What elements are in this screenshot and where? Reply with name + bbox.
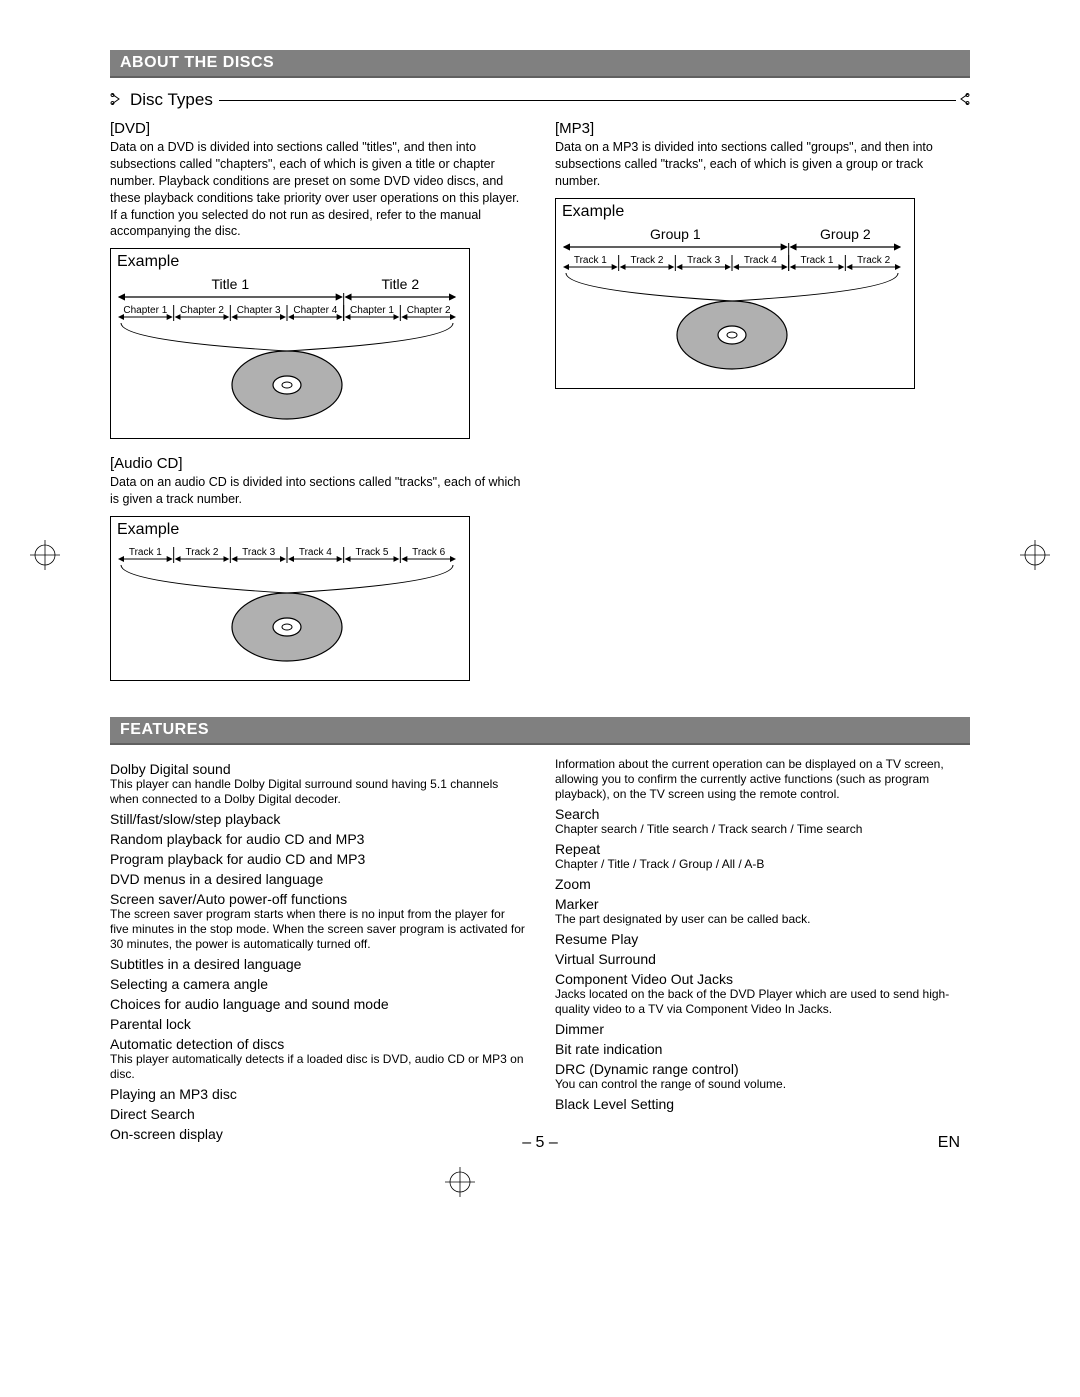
page-footer: – 5 – EN: [0, 1134, 1080, 1152]
page-number: – 5 –: [522, 1134, 558, 1152]
svg-text:Track 1: Track 1: [129, 547, 162, 558]
audiocd-text: Data on an audio CD is divided into sect…: [110, 474, 525, 508]
feature-desc: Chapter / Title / Track / Group / All / …: [555, 857, 970, 872]
feature-title: Virtual Surround: [555, 951, 970, 967]
svg-text:Title 2: Title 2: [382, 276, 420, 292]
features-left-col: Dolby Digital soundThis player can handl…: [110, 757, 525, 1142]
feature-title: Resume Play: [555, 931, 970, 947]
subsection-title: Disc Types: [124, 90, 219, 110]
crop-mark-icon: [445, 1167, 475, 1197]
feature-title: Still/fast/slow/step playback: [110, 811, 525, 827]
feature-desc: Information about the current operation …: [555, 757, 970, 802]
feature-title: Playing an MP3 disc: [110, 1086, 525, 1102]
feature-title: Dimmer: [555, 1021, 970, 1037]
dvd-text: Data on a DVD is divided into sections c…: [110, 139, 525, 240]
svg-text:Chapter 3: Chapter 3: [237, 305, 281, 316]
svg-text:Group 2: Group 2: [820, 226, 871, 242]
feature-title: Black Level Setting: [555, 1096, 970, 1112]
feature-title: Parental lock: [110, 1016, 525, 1032]
mp3-diagram: Group 1 Group 2 Track 1 Track 2 Track 3 Track…: [562, 223, 908, 382]
feature-title: Zoom: [555, 876, 970, 892]
mp3-example-box: Example Group 1 Group 2 Track 1 Track 2 Trac…: [555, 198, 915, 389]
svg-text:Track 2: Track 2: [857, 255, 890, 266]
svg-text:Chapter 2: Chapter 2: [180, 305, 224, 316]
feature-desc: You can control the range of sound volum…: [555, 1077, 970, 1092]
right-column: [MP3] Data on a MP3 is divided into sect…: [555, 120, 970, 697]
scissor-left-icon: [110, 92, 124, 109]
feature-desc: This player can handle Dolby Digital sur…: [110, 777, 525, 807]
audiocd-example-label: Example: [117, 521, 463, 539]
section-header-features: FEATURES: [110, 717, 970, 745]
svg-text:Track 2: Track 2: [631, 255, 664, 266]
svg-text:Chapter 2: Chapter 2: [407, 305, 451, 316]
svg-text:Title 1: Title 1: [212, 276, 250, 292]
left-column: [DVD] Data on a DVD is divided into sect…: [110, 120, 525, 697]
feature-title: Bit rate indication: [555, 1041, 970, 1057]
mp3-label: [MP3]: [555, 120, 970, 137]
svg-text:Track 6: Track 6: [412, 547, 445, 558]
svg-text:Track 4: Track 4: [744, 255, 777, 266]
svg-text:Track 4: Track 4: [299, 547, 332, 558]
feature-desc: The part designated by user can be calle…: [555, 912, 970, 927]
svg-text:Chapter 1: Chapter 1: [350, 305, 394, 316]
audiocd-example-box: Example Track 1Track 2Track 3Track 4Trac…: [110, 516, 470, 681]
mp3-text: Data on a MP3 is divided into sections c…: [555, 139, 970, 190]
features-columns: Dolby Digital soundThis player can handl…: [110, 757, 970, 1142]
feature-desc: Chapter search / Title search / Track se…: [555, 822, 970, 837]
language-code: EN: [938, 1134, 960, 1152]
feature-title: Component Video Out Jacks: [555, 971, 970, 987]
feature-title: Direct Search: [110, 1106, 525, 1122]
feature-title: Selecting a camera angle: [110, 976, 525, 992]
svg-text:Chapter 1: Chapter 1: [123, 305, 167, 316]
dvd-example-box: Example Title 1 Title 2 Chapter 1 Chapter 2…: [110, 248, 470, 439]
feature-title: Search: [555, 806, 970, 822]
svg-text:Chapter 4: Chapter 4: [293, 305, 337, 316]
feature-title: Dolby Digital sound: [110, 761, 525, 777]
audiocd-label: [Audio CD]: [110, 455, 525, 472]
audiocd-diagram: Track 1 Track 2 Track 3 Track 4 Track 5 Track…: [117, 541, 463, 674]
feature-title: Choices for audio language and sound mod…: [110, 996, 525, 1012]
feature-title: Marker: [555, 896, 970, 912]
disc-types-columns: [DVD] Data on a DVD is divided into sect…: [110, 120, 970, 697]
crop-mark-icon: [1020, 540, 1050, 570]
feature-title: DRC (Dynamic range control): [555, 1061, 970, 1077]
feature-title: Random playback for audio CD and MP3: [110, 831, 525, 847]
dvd-example-label: Example: [117, 253, 463, 271]
feature-title: Screen saver/Auto power-off functions: [110, 891, 525, 907]
svg-text:Track 2: Track 2: [186, 547, 219, 558]
feature-title: Repeat: [555, 841, 970, 857]
svg-text:Track 5: Track 5: [356, 547, 389, 558]
section-header-discs: ABOUT THE DISCS: [110, 50, 970, 78]
dvd-label: [DVD]: [110, 120, 525, 137]
svg-text:Track 3: Track 3: [242, 547, 275, 558]
subsection-disc-types: Disc Types: [110, 90, 970, 110]
svg-text:Track 1: Track 1: [574, 255, 607, 266]
feature-title: Automatic detection of discs: [110, 1036, 525, 1052]
dvd-diagram: Title 1 Title 2 Chapter 1 Chapter 2 Chapter …: [117, 273, 463, 432]
feature-title: Subtitles in a desired language: [110, 956, 525, 972]
features-right-col: Information about the current operation …: [555, 757, 970, 1142]
feature-desc: Jacks located on the back of the DVD Pla…: [555, 987, 970, 1017]
divider-line: [219, 100, 956, 101]
mp3-example-label: Example: [562, 203, 908, 221]
scissor-right-icon: [956, 92, 970, 109]
crop-mark-icon: [30, 540, 60, 570]
feature-desc: The screen saver program starts when the…: [110, 907, 525, 952]
svg-text:Group 1: Group 1: [650, 226, 701, 242]
feature-desc: This player automatically detects if a l…: [110, 1052, 525, 1082]
feature-title: Program playback for audio CD and MP3: [110, 851, 525, 867]
svg-text:Track 3: Track 3: [687, 255, 720, 266]
feature-title: DVD menus in a desired language: [110, 871, 525, 887]
svg-text:Track 1: Track 1: [801, 255, 834, 266]
